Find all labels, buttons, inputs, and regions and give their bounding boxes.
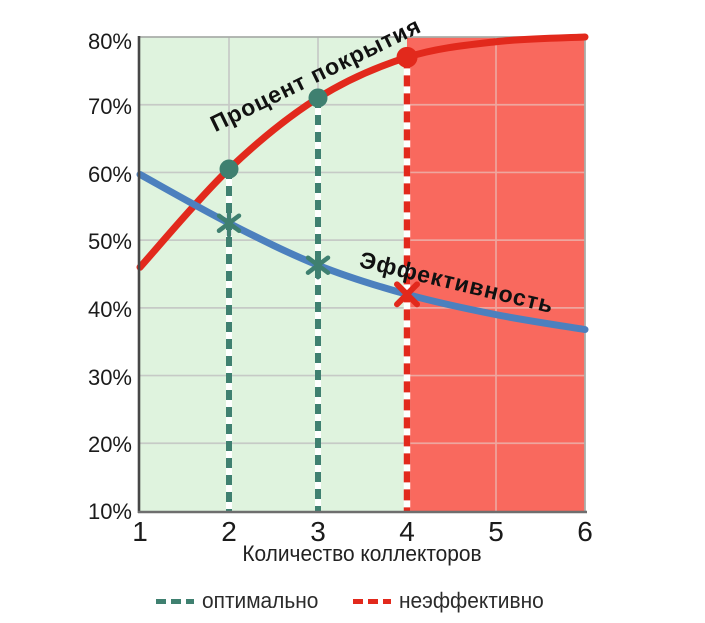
y-tick-30: 30%: [87, 365, 132, 390]
y-tick-70: 70%: [87, 94, 132, 119]
legend: оптимально неэффективно: [0, 587, 705, 615]
legend-item-inefficient: неэффективно: [353, 587, 551, 615]
efficiency-line: [136, 170, 589, 334]
optimal-region: [140, 37, 407, 511]
inefficient-dash-swatch-icon: [353, 598, 391, 604]
optimal-efficiency-asterisk: [216, 208, 242, 238]
x-tick-1: 1: [132, 516, 148, 547]
legend-item-optimal: оптимально: [156, 587, 325, 615]
y-tick-60: 60%: [87, 162, 132, 187]
optimal-coverage-dot: [308, 88, 328, 108]
optimal-dash-swatch-icon: [156, 598, 194, 604]
x-tick-4: 4: [399, 516, 415, 547]
x-tick-5: 5: [488, 516, 504, 547]
coverage-line: [136, 33, 589, 271]
y-tick-50: 50%: [87, 229, 132, 254]
optimal-efficiency-asterisk: [305, 250, 331, 280]
y-tick-80: 80%: [87, 29, 132, 54]
inefficient-efficiency-x: [394, 281, 420, 308]
x-tick-6: 6: [577, 516, 593, 547]
x-tick-3: 3: [310, 516, 326, 547]
y-tick-20: 20%: [87, 432, 132, 457]
legend-label-optimal: оптимально: [202, 588, 319, 613]
y-tick-10: 10%: [87, 499, 132, 524]
optimal-coverage-dot: [219, 159, 239, 179]
x-tick-2: 2: [221, 516, 237, 547]
legend-label-inefficient: неэффективно: [399, 588, 544, 613]
y-tick-40: 40%: [87, 297, 132, 322]
inefficient-coverage-dot: [396, 46, 418, 68]
x-axis-title: Количество коллекторов: [242, 541, 482, 566]
